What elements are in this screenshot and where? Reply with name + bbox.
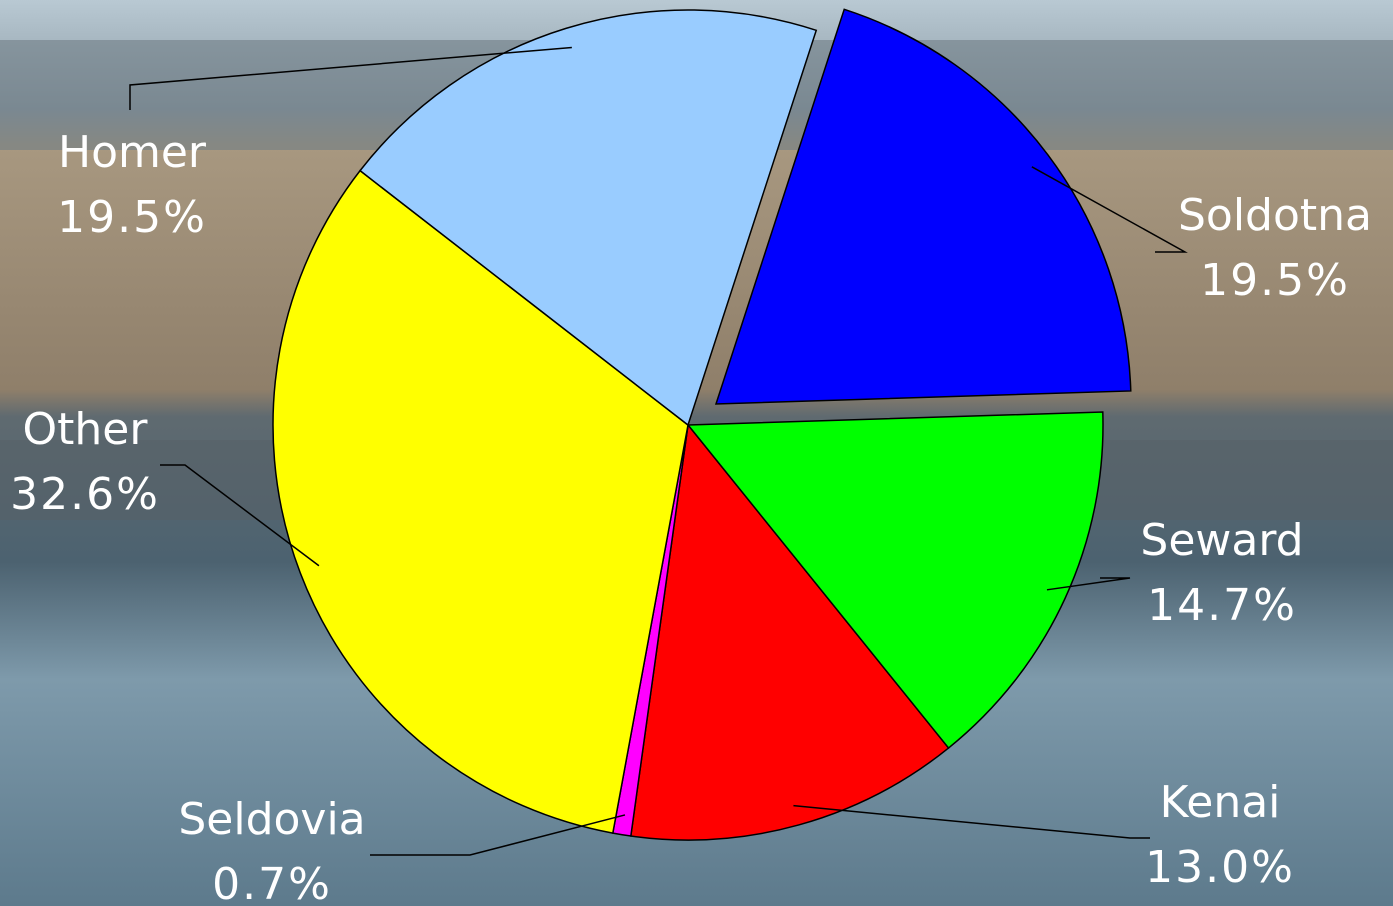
pie-slice: [272, 169, 689, 835]
slice-label: Kenai: [1160, 777, 1281, 828]
labels: Soldotna 19.5% Seward 14.7% Kenai 13.0% Seldov…: [10, 46, 1372, 906]
leader-line: [793, 804, 1150, 839]
leader-line: [1031, 166, 1188, 253]
slice-label: Homer: [58, 127, 207, 178]
leader-line: [160, 464, 320, 567]
leader-line: [129, 46, 572, 110]
slice-value-label: 13.0%: [1145, 842, 1295, 893]
slice-value-label: 19.5%: [57, 192, 207, 243]
pie-slice: [359, 9, 818, 427]
slice-value-label: 0.7%: [212, 859, 332, 906]
pie-slice: [629, 423, 950, 841]
slice-label: Soldotna: [1178, 190, 1372, 241]
slice-label: Other: [23, 404, 149, 455]
pie: [272, 8, 1132, 841]
slice-value-label: 14.7%: [1147, 580, 1297, 631]
slice-label: Seward: [1140, 515, 1303, 566]
leader-line: [1046, 577, 1131, 591]
pie-slice: [714, 8, 1132, 405]
leader-line: [370, 814, 626, 856]
slice-label: Seldovia: [178, 794, 365, 845]
slice-value-label: 19.5%: [1200, 255, 1350, 306]
pie-slice: [686, 411, 1104, 750]
slice-value-label: 32.6%: [10, 469, 160, 520]
